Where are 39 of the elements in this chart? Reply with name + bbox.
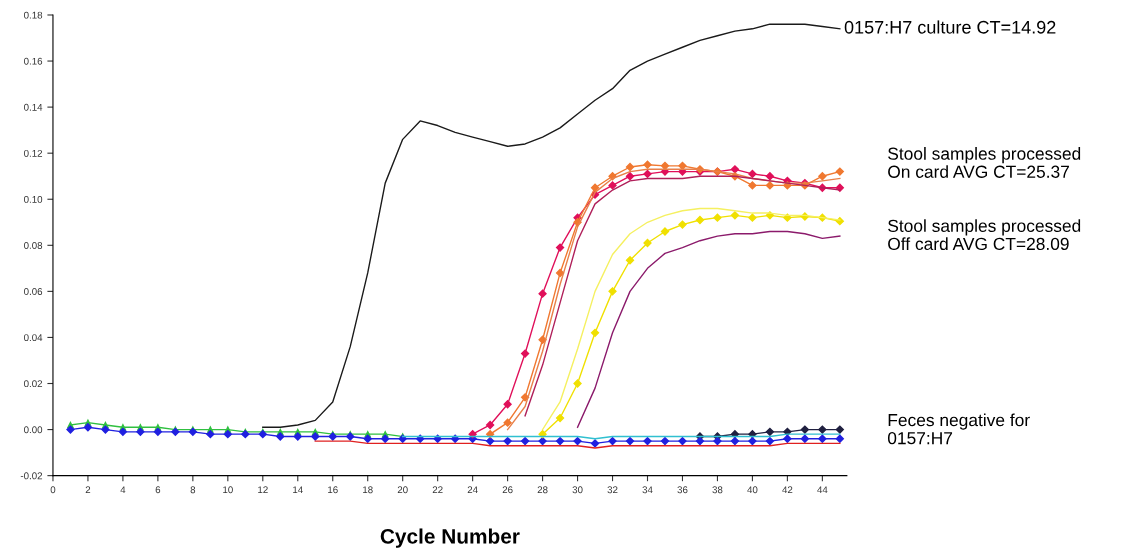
y-tick-label: 0.02 bbox=[24, 380, 43, 388]
text: Feces negative for 0157:H7 bbox=[887, 413, 1030, 445]
x-tick-label: 12 bbox=[258, 486, 268, 494]
x-tick-label: 0 bbox=[50, 486, 56, 494]
x-tick-label: 30 bbox=[572, 486, 583, 494]
y-tick-label: 0.10 bbox=[24, 195, 43, 203]
x-tick-label: 4 bbox=[120, 486, 126, 494]
x-tick-label: 40 bbox=[747, 486, 758, 494]
text: Stool samples processed Off card AVG CT=28.09 bbox=[888, 219, 1081, 251]
x-tick-label: 18 bbox=[363, 486, 373, 494]
annotation: 0157:H7 culture CT=14.92 bbox=[844, 20, 1056, 34]
x-tick-label: 24 bbox=[467, 486, 478, 494]
x-axis-title: Cycle Number bbox=[380, 528, 520, 548]
x-tick-label: 34 bbox=[642, 486, 653, 494]
x-tick-label: 36 bbox=[677, 486, 688, 494]
y-tick-label: -0.02 bbox=[20, 472, 43, 480]
y-tick-label: 0.08 bbox=[24, 242, 43, 249]
y-tick-label: 0.16 bbox=[24, 57, 43, 65]
x-tick-label: 6 bbox=[155, 486, 161, 494]
x-tick-label: 42 bbox=[782, 486, 793, 494]
y-tick-label: 0.00 bbox=[24, 426, 43, 434]
y-tick-label: 0.12 bbox=[24, 149, 43, 157]
x-tick-label: 2 bbox=[85, 486, 91, 494]
y-tick-label: 0.04 bbox=[24, 334, 43, 342]
x-tick-label: 14 bbox=[293, 486, 303, 494]
x-tick-label: 38 bbox=[712, 486, 723, 494]
x-tick-label: 10 bbox=[223, 486, 233, 494]
x-tick-label: 16 bbox=[328, 486, 338, 494]
x-tick-label: 28 bbox=[537, 486, 548, 494]
y-tick-label: 0.06 bbox=[24, 288, 43, 295]
x-tick-label: 22 bbox=[432, 486, 443, 494]
x-tick-label: 20 bbox=[397, 486, 408, 494]
text: Stool samples processed On card AVG CT=25.37 bbox=[888, 147, 1081, 178]
x-tick-label: 32 bbox=[607, 486, 618, 494]
x-tick-label: 44 bbox=[817, 486, 828, 494]
y-tick-label: 0.14 bbox=[24, 103, 43, 111]
y-tick-label: 0.18 bbox=[24, 11, 43, 19]
x-tick-label: 8 bbox=[190, 486, 196, 494]
x-tick-label: 26 bbox=[502, 486, 513, 494]
